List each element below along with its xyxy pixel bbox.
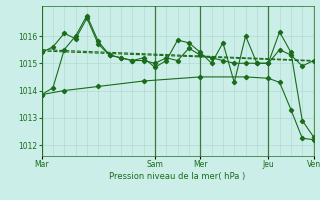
X-axis label: Pression niveau de la mer( hPa ): Pression niveau de la mer( hPa ): [109, 172, 246, 181]
